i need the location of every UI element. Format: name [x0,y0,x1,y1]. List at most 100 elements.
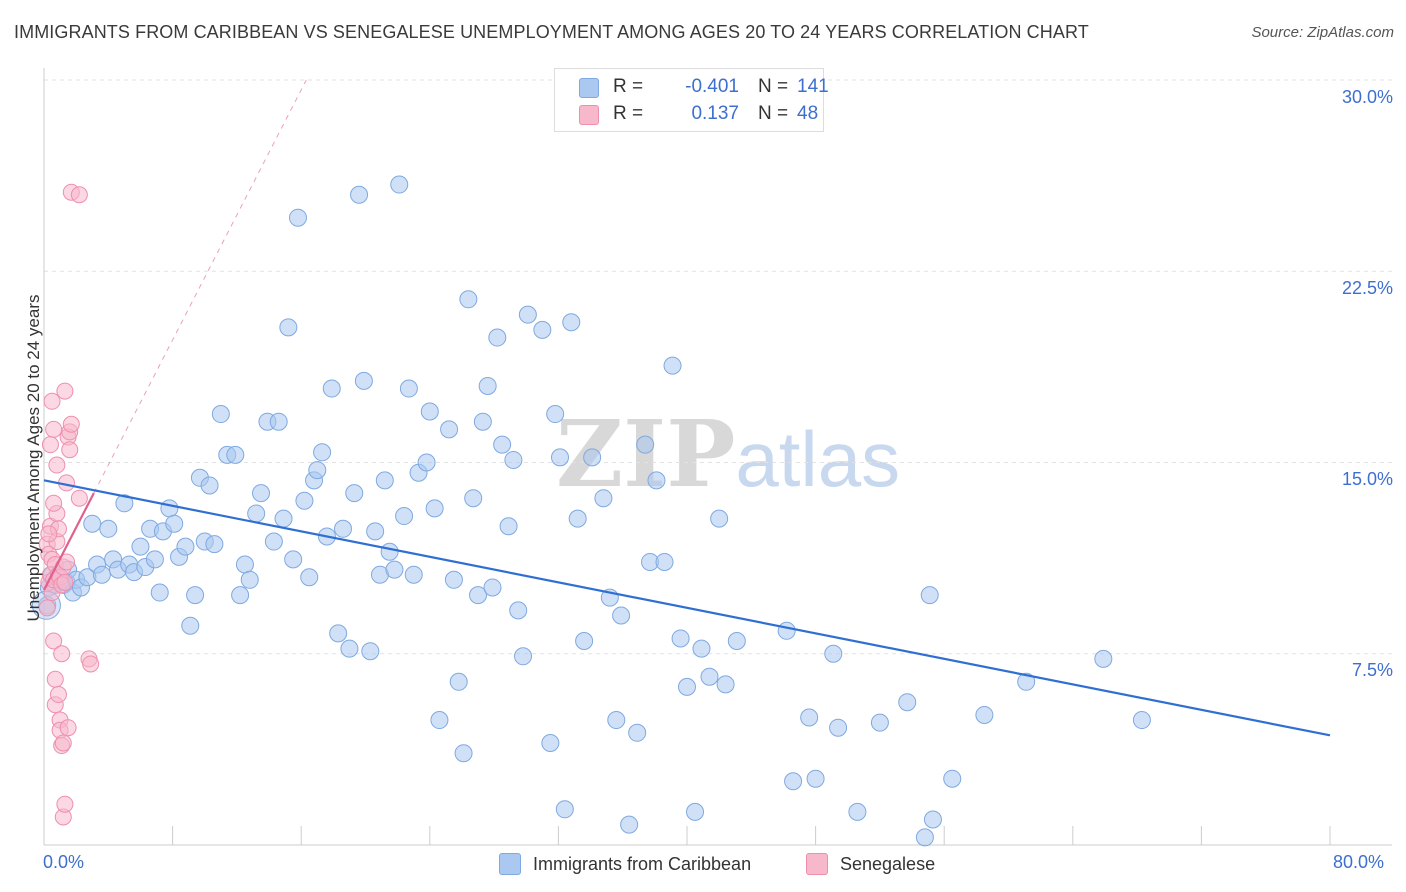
data-point-caribbean [541,734,560,752]
data-point-caribbean [636,435,655,454]
y-tick-label-30: 30.0% [1341,87,1393,107]
data-point-caribbean [145,550,164,569]
senegalese-points [38,183,100,826]
data-point-caribbean [575,632,594,650]
data-point-caribbean [920,586,939,605]
data-point-senegalese [56,382,74,400]
data-point-senegalese [54,734,72,752]
trend-extension-senegalese [93,79,307,494]
x-tick-label-max: 80.0% [1333,852,1385,872]
data-point-caribbean [533,320,552,339]
data-point-caribbean [340,639,359,658]
data-point-caribbean [663,356,682,375]
y-axis-label: Unemployment Among Ages 20 to 24 years [24,294,43,622]
data-point-senegalese [43,392,61,410]
data-point-senegalese [45,632,63,650]
data-point-caribbean [425,499,444,518]
data-point-senegalese [82,655,100,673]
data-point-caribbean [1132,711,1151,730]
data-point-caribbean [99,519,118,538]
data-point-caribbean [509,601,528,620]
data-point-caribbean [264,532,283,551]
data-point-caribbean [420,402,439,421]
data-point-caribbean [252,484,271,503]
data-point-caribbean [181,616,200,635]
data-point-caribbean [354,371,373,390]
data-point-caribbean [186,586,205,605]
trend-lines [43,479,1331,737]
data-point-caribbean [607,711,626,730]
data-point-caribbean [385,560,404,579]
data-point-caribbean [975,705,994,724]
data-point-caribbean [777,621,796,640]
source-credit: Source: ZipAtlas.com [1251,24,1394,41]
bottom-legend-caribbean: Immigrants from Caribbean [499,852,751,876]
data-point-caribbean [375,471,394,490]
data-point-caribbean [131,537,150,556]
data-point-senegalese [48,456,66,474]
data-point-caribbean [322,379,341,398]
data-point-caribbean [454,744,473,763]
n-label: N = [758,103,789,124]
data-point-caribbean [440,420,459,439]
bottom-legend-senegalese: Senegalese [806,852,935,876]
chart-title: IMMIGRANTS FROM CARIBBEAN VS SENEGALESE … [14,22,1089,42]
data-point-caribbean [313,443,332,462]
data-point-caribbean [678,677,696,696]
data-point-caribbean [444,570,463,589]
data-point-caribbean [176,537,195,556]
data-point-caribbean [499,517,518,536]
data-point-caribbean [488,328,507,347]
legend-swatch-caribbean [579,78,599,98]
data-point-caribbean [284,550,303,569]
data-point-caribbean [92,565,111,584]
data-point-caribbean [160,499,179,518]
data-point-caribbean [478,377,497,395]
data-point-senegalese [38,599,56,617]
data-point-caribbean [165,514,184,533]
data-point-caribbean [870,713,889,732]
data-point-senegalese [62,415,80,433]
bottom-legend-swatch-caribbean [499,853,521,875]
data-point-caribbean [300,568,319,587]
data-point-caribbean [247,504,266,523]
r-value: 0.137 [691,103,739,124]
n-label: N = [758,76,789,97]
r-label: R = [613,76,644,97]
data-point-caribbean [671,629,690,648]
data-point-caribbean [150,583,169,602]
data-point-senegalese [53,645,71,663]
axes [43,68,1392,846]
data-point-caribbean [380,542,399,561]
data-point-caribbean [655,552,674,571]
trend-line-senegalese [43,492,95,591]
data-point-caribbean [395,507,414,526]
data-point-caribbean [269,412,288,431]
data-point-caribbean [551,448,570,467]
data-point-caribbean [295,491,314,510]
data-point-caribbean [727,632,746,650]
data-point-caribbean [449,672,468,691]
data-point-caribbean [546,405,565,424]
n-value: 141 [797,76,829,97]
data-point-caribbean [231,586,250,605]
data-point-caribbean [240,570,259,589]
data-point-caribbean [923,810,942,829]
data-point-senegalese [56,573,74,591]
r-label: R = [613,103,644,124]
data-point-caribbean [345,484,364,503]
data-point-caribbean [430,711,449,730]
data-point-caribbean [620,815,639,834]
data-point-caribbean [915,828,934,847]
data-point-caribbean [710,509,729,528]
data-point-caribbean [628,723,647,742]
data-point-caribbean [848,802,867,821]
y-tick-label-15: 15.0% [1341,469,1393,489]
trend-extension [93,79,307,494]
bottom-legend-label-caribbean: Immigrants from Caribbean [533,853,752,874]
data-point-senegalese [41,436,59,454]
data-point-caribbean [692,639,711,658]
data-point-caribbean [583,448,602,467]
data-point-caribbean [115,494,134,513]
